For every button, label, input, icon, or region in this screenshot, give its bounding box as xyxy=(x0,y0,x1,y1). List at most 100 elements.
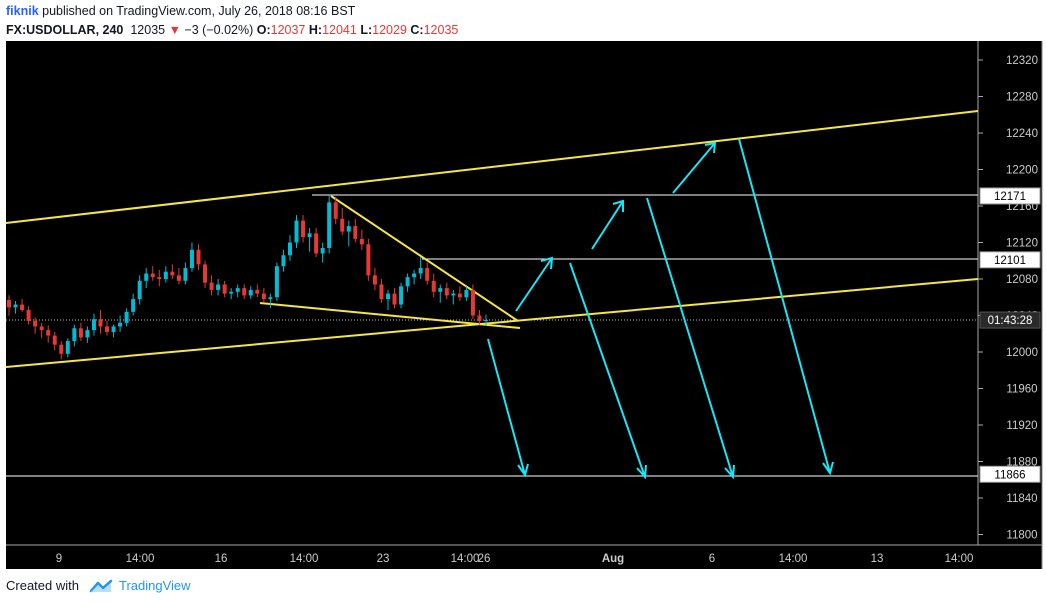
candle[interactable] xyxy=(131,293,136,316)
candle[interactable] xyxy=(484,314,488,326)
candle[interactable] xyxy=(438,284,443,303)
candle[interactable] xyxy=(366,238,371,281)
candle[interactable] xyxy=(392,288,397,309)
candle[interactable] xyxy=(274,262,279,301)
candle[interactable] xyxy=(98,310,103,334)
arrow-down-2[interactable] xyxy=(569,262,647,480)
candle[interactable] xyxy=(307,227,312,252)
candle[interactable] xyxy=(65,338,70,358)
tradingview-brand: TradingView xyxy=(118,578,191,593)
candle[interactable] xyxy=(340,207,345,236)
candle[interactable] xyxy=(7,295,11,316)
price-axis[interactable] xyxy=(978,41,1042,545)
candle[interactable] xyxy=(72,324,77,347)
candle[interactable] xyxy=(33,317,38,334)
candle[interactable] xyxy=(163,266,168,283)
high-value: 12041 xyxy=(322,23,357,37)
candle-body xyxy=(91,319,96,331)
candle[interactable] xyxy=(183,262,188,285)
candle[interactable] xyxy=(405,273,410,292)
candle[interactable] xyxy=(20,299,25,312)
price-chart[interactable]: 1232012280122401220012160121201208012040… xyxy=(0,41,1046,569)
candle[interactable] xyxy=(118,315,123,332)
candle-body xyxy=(301,220,306,238)
candle[interactable] xyxy=(189,242,194,272)
candle[interactable] xyxy=(444,282,449,300)
candle[interactable] xyxy=(359,229,364,250)
candle[interactable] xyxy=(320,242,325,263)
arrow-up-2[interactable] xyxy=(591,199,624,250)
candle[interactable] xyxy=(353,218,358,243)
price-tick-label: 11920 xyxy=(1006,420,1037,432)
author-link[interactable]: fiknik xyxy=(6,4,39,18)
candle[interactable] xyxy=(46,325,51,343)
candle[interactable] xyxy=(431,273,436,298)
low-label: L: xyxy=(360,23,373,37)
drawings-layer[interactable] xyxy=(5,110,979,480)
candle[interactable] xyxy=(451,289,456,305)
candle[interactable] xyxy=(477,310,482,325)
candle[interactable] xyxy=(457,286,462,301)
candle[interactable] xyxy=(261,288,266,303)
candle[interactable] xyxy=(144,268,149,289)
candle-series[interactable] xyxy=(7,195,488,360)
channel-upper-trendline[interactable] xyxy=(5,110,979,224)
arrow-up-3[interactable] xyxy=(672,141,717,194)
candle[interactable] xyxy=(26,306,31,325)
candle[interactable] xyxy=(91,313,96,336)
triangle-lower-line[interactable] xyxy=(259,302,521,329)
candle[interactable] xyxy=(229,288,234,300)
candle[interactable] xyxy=(196,244,201,270)
candle[interactable] xyxy=(287,235,292,261)
candle[interactable] xyxy=(39,322,44,339)
candle[interactable] xyxy=(314,227,319,258)
candle[interactable] xyxy=(222,280,227,298)
candle-body xyxy=(385,293,390,300)
arrow-projections[interactable] xyxy=(487,138,834,480)
channel-lower-trendline[interactable] xyxy=(5,278,979,368)
candle[interactable] xyxy=(78,322,83,342)
candle[interactable] xyxy=(235,284,240,298)
candle[interactable] xyxy=(372,268,377,290)
time-axis[interactable] xyxy=(6,545,1042,569)
candle[interactable] xyxy=(13,300,18,314)
candle[interactable] xyxy=(176,268,181,285)
candle[interactable] xyxy=(385,289,390,311)
candle[interactable] xyxy=(379,279,384,303)
candle[interactable] xyxy=(124,308,129,327)
arrow-down-4[interactable] xyxy=(738,138,834,476)
candle[interactable] xyxy=(157,269,162,287)
candle[interactable] xyxy=(268,293,273,309)
arrow-down-1[interactable] xyxy=(487,338,529,478)
candle[interactable] xyxy=(209,275,214,296)
candle[interactable] xyxy=(150,266,155,281)
candle[interactable] xyxy=(425,262,430,285)
candle[interactable] xyxy=(470,284,475,320)
candle[interactable] xyxy=(464,286,469,301)
candle[interactable] xyxy=(346,220,351,247)
candle[interactable] xyxy=(281,249,286,272)
candle[interactable] xyxy=(216,279,221,296)
candle[interactable] xyxy=(255,284,260,298)
candle[interactable] xyxy=(333,196,338,225)
candle[interactable] xyxy=(59,341,64,360)
candle[interactable] xyxy=(85,326,90,343)
triangle-upper-line[interactable] xyxy=(330,195,519,322)
candle[interactable] xyxy=(52,331,57,351)
candle[interactable] xyxy=(111,324,116,338)
candle[interactable] xyxy=(242,284,247,300)
candle[interactable] xyxy=(170,264,175,279)
candle[interactable] xyxy=(248,286,253,300)
candle[interactable] xyxy=(137,275,142,305)
candle[interactable] xyxy=(203,260,208,289)
tradingview-logo-link[interactable]: TradingView xyxy=(89,578,191,593)
candle[interactable] xyxy=(327,195,332,254)
arrow-down-3[interactable] xyxy=(646,197,735,480)
candle[interactable] xyxy=(301,215,306,243)
candle[interactable] xyxy=(105,320,110,336)
candle[interactable] xyxy=(418,257,423,279)
arrow-up-1[interactable] xyxy=(515,256,554,312)
candle[interactable] xyxy=(412,269,417,285)
candle[interactable] xyxy=(399,282,404,309)
candle[interactable] xyxy=(294,215,299,248)
